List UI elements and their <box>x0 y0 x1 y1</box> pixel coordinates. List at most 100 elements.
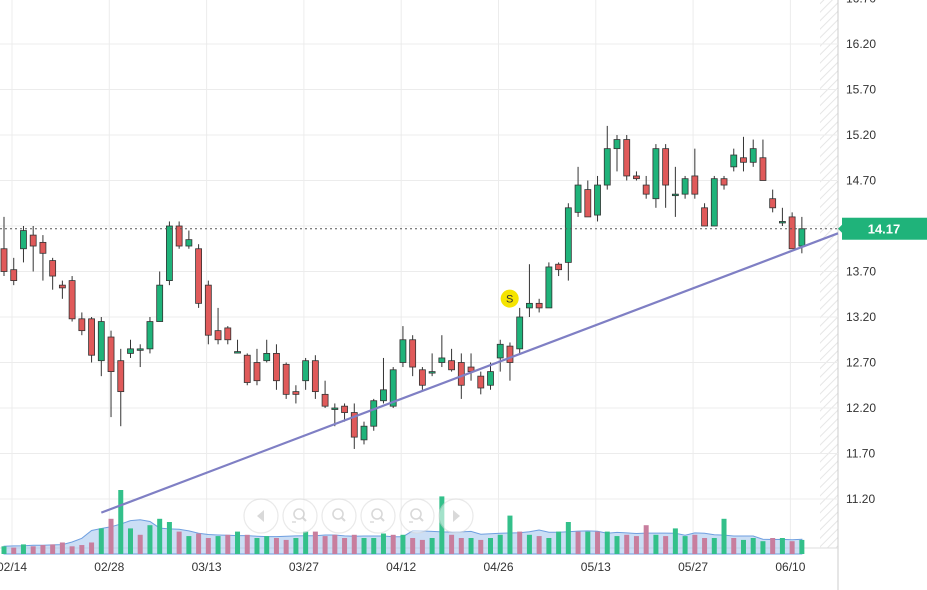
candle <box>224 326 232 345</box>
volume-bar <box>595 531 601 554</box>
candle <box>759 139 767 181</box>
zoom-fit-button[interactable] <box>399 498 435 534</box>
zoom-in-button[interactable] <box>282 498 318 534</box>
candle-body <box>681 178 689 195</box>
volume-bar <box>789 541 795 554</box>
volume-bar <box>711 538 717 554</box>
candle-body <box>341 405 348 413</box>
candle <box>58 280 66 299</box>
candle-body <box>166 225 173 281</box>
volume-bar <box>488 538 493 554</box>
zoom-button-bg[interactable] <box>399 498 435 534</box>
volume-bar <box>692 534 698 554</box>
candle-body <box>78 318 86 332</box>
chevron-right-icon <box>453 510 460 522</box>
candle <box>136 344 144 368</box>
y-tick-label: 12.70 <box>846 356 876 370</box>
volume-bar <box>614 536 620 554</box>
volume-bar <box>400 534 406 554</box>
candle-body <box>29 234 37 247</box>
candle-body <box>380 389 387 402</box>
candle-body <box>204 284 212 336</box>
candle-body <box>769 198 777 209</box>
candle <box>749 139 757 167</box>
candle-body <box>749 148 757 163</box>
volume-bar <box>702 538 708 554</box>
x-tick-label: 02/28 <box>94 560 124 574</box>
candle-body <box>603 148 611 186</box>
volume-bar <box>410 538 416 554</box>
volume-bar <box>322 536 328 554</box>
signal-marker[interactable] <box>500 289 519 308</box>
volume-bar <box>273 538 279 554</box>
volume-bar <box>89 542 95 554</box>
candle <box>370 398 378 431</box>
candle <box>39 235 47 281</box>
volume-bar <box>186 536 192 554</box>
magnifier-lens <box>410 508 422 520</box>
candle-body <box>321 393 329 407</box>
candle-body <box>350 412 358 438</box>
volume-bar <box>682 536 688 554</box>
volume-bar <box>147 525 153 554</box>
zoom-out-icon <box>332 508 346 522</box>
candle <box>681 175 689 199</box>
volume-bar <box>50 544 56 554</box>
candle-body <box>146 321 154 350</box>
volume-bar <box>517 531 523 554</box>
candle <box>273 344 280 390</box>
last-price-value: 14.17 <box>868 222 901 237</box>
candle-body <box>564 207 572 263</box>
scroll-left-button[interactable] <box>243 498 279 534</box>
candle-body <box>224 327 232 341</box>
zoom-button-bg[interactable] <box>282 498 318 534</box>
volume-bar <box>497 534 503 554</box>
candle <box>88 317 95 363</box>
zoom-out-button[interactable] <box>321 498 357 534</box>
trendline[interactable] <box>100 232 839 514</box>
chevron-left-shape <box>257 510 264 522</box>
magnifier-lens <box>293 508 305 520</box>
x-tick-label: 03/13 <box>192 560 222 574</box>
candle <box>740 136 747 172</box>
x-tick-label: 02/14 <box>0 560 27 574</box>
x-tick-label: 05/27 <box>678 560 708 574</box>
volume-bar <box>468 538 474 554</box>
zoom-reset-button[interactable] <box>360 498 396 534</box>
y-tick-label: 13.70 <box>846 265 876 279</box>
candle <box>623 135 631 181</box>
volume-bar <box>546 538 552 554</box>
candle <box>438 335 446 368</box>
scroll-right-button[interactable] <box>438 498 474 534</box>
overlays: S <box>0 228 839 514</box>
candle <box>78 312 86 336</box>
candle <box>292 385 300 404</box>
volume-bar <box>157 518 163 554</box>
candle <box>29 226 37 272</box>
candle-body <box>594 184 601 216</box>
zoom-controls[interactable] <box>243 498 474 534</box>
candle-body <box>399 339 407 363</box>
zoom-button-bg[interactable] <box>321 498 357 534</box>
volume-bar <box>449 534 455 554</box>
volume-bar <box>740 539 746 554</box>
candle <box>49 257 57 290</box>
candle <box>175 221 183 249</box>
volume-bar <box>371 538 377 554</box>
volume-bar <box>283 539 289 554</box>
volume-bar <box>59 542 65 554</box>
candle-body <box>779 221 786 224</box>
candle <box>730 148 738 172</box>
volume-bar <box>507 515 513 554</box>
x-tick-label: 03/27 <box>289 560 319 574</box>
volume-bar <box>225 534 231 554</box>
candle-body <box>652 148 660 200</box>
candle <box>652 144 660 208</box>
candle <box>166 221 173 286</box>
volume-bar <box>585 531 591 554</box>
volume-bar <box>429 538 435 554</box>
zoom-button-bg[interactable] <box>360 498 396 534</box>
candle <box>204 280 212 345</box>
